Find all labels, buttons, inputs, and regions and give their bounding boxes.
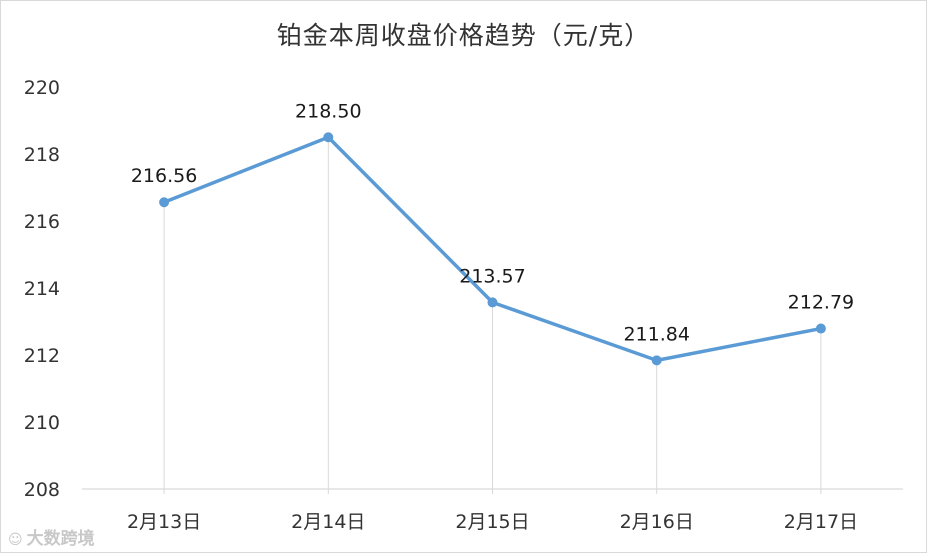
y-tick-label: 212 xyxy=(24,345,60,367)
data-point xyxy=(159,197,170,208)
x-tick-label: 2月16日 xyxy=(620,511,694,533)
x-tick-label: 2月17日 xyxy=(784,511,858,533)
x-tick-label: 2月13日 xyxy=(127,511,201,533)
data-point xyxy=(323,132,334,143)
x-tick-label: 2月14日 xyxy=(291,511,365,533)
y-tick-label: 216 xyxy=(24,211,60,233)
watermark-text: 大数跨境 xyxy=(26,529,95,549)
data-label: 212.79 xyxy=(788,292,854,314)
y-tick-label: 220 xyxy=(24,77,60,99)
data-label: 218.50 xyxy=(295,100,361,122)
data-point xyxy=(651,355,662,366)
data-point xyxy=(487,297,498,308)
y-tick-label: 214 xyxy=(24,278,60,300)
chart-title: 铂金本周收盘价格趋势（元/克） xyxy=(276,21,651,50)
y-tick-label: 208 xyxy=(24,479,60,501)
y-tick-label: 218 xyxy=(24,144,60,166)
data-label: 211.84 xyxy=(623,323,689,345)
data-point xyxy=(815,323,826,334)
data-label: 216.56 xyxy=(131,165,197,187)
watermark-logo-icon: ☺ xyxy=(8,532,23,548)
x-tick-label: 2月15日 xyxy=(455,511,529,533)
y-tick-label: 210 xyxy=(24,412,60,434)
watermark: ☺ 大数跨境 xyxy=(8,524,95,549)
data-label: 213.57 xyxy=(459,265,525,287)
